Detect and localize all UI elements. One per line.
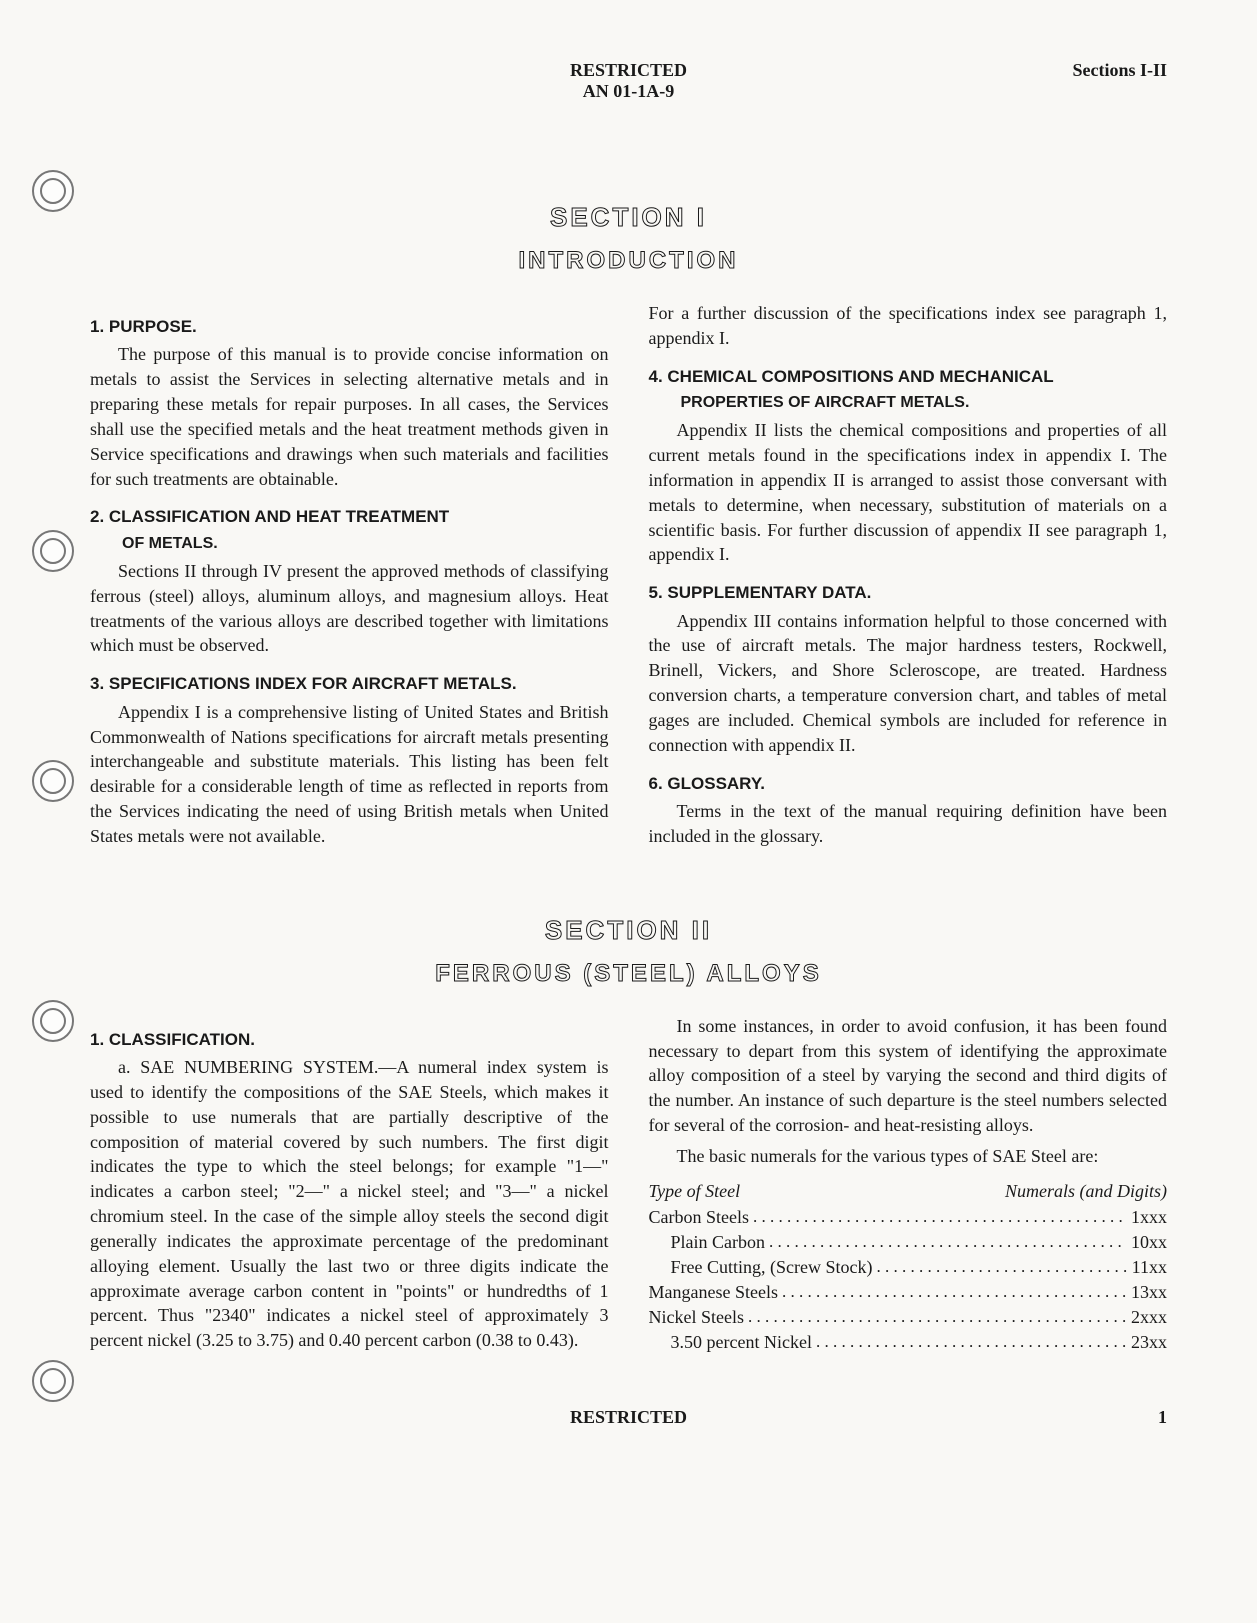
- table-label: Plain Carbon: [671, 1230, 766, 1255]
- section-1-subtitle: INTRODUCTION: [90, 247, 1167, 275]
- section-2-subtitle: FERROUS (STEEL) ALLOYS: [90, 960, 1167, 988]
- binder-hole: [32, 530, 74, 572]
- page-number: 1: [1087, 1407, 1167, 1428]
- para-purpose: The purpose of this manual is to provide…: [90, 342, 609, 491]
- heading-glossary: 6. GLOSSARY.: [649, 772, 1168, 795]
- dot-leader: [769, 1230, 1127, 1252]
- footer-classification: RESTRICTED: [170, 1407, 1087, 1428]
- table-row: Manganese Steels 13xx: [649, 1280, 1168, 1305]
- heading-chem-sub: PROPERTIES OF AIRCRAFT METALS.: [681, 392, 1168, 414]
- dot-leader: [753, 1205, 1127, 1227]
- footer: RESTRICTED 1: [90, 1407, 1167, 1428]
- section-2-title: SECTION II: [90, 915, 1167, 946]
- binder-hole: [32, 170, 74, 212]
- dot-leader: [748, 1305, 1127, 1327]
- table-row: Plain Carbon 10xx: [649, 1230, 1168, 1255]
- table-label: 3.50 percent Nickel: [671, 1330, 812, 1355]
- running-header: RESTRICTED AN 01-1A-9 Sections I-II: [90, 60, 1167, 102]
- table-value: 11xx: [1132, 1255, 1167, 1280]
- table-head-right: Numerals (and Digits): [1005, 1179, 1167, 1204]
- table-value: 10xx: [1131, 1230, 1167, 1255]
- table-value: 23xx: [1131, 1330, 1167, 1355]
- dot-leader: [782, 1280, 1127, 1302]
- section-1-body: 1. PURPOSE. The purpose of this manual i…: [90, 301, 1167, 855]
- table-row: Free Cutting, (Screw Stock) 11xx: [649, 1255, 1168, 1280]
- binder-hole: [32, 1360, 74, 1402]
- table-value: 13xx: [1131, 1280, 1167, 1305]
- binder-hole: [32, 1000, 74, 1042]
- heading-spec-index: 3. SPECIFICATIONS INDEX FOR AIRCRAFT MET…: [90, 672, 609, 695]
- table-label: Free Cutting, (Screw Stock): [671, 1255, 873, 1280]
- dot-leader: [876, 1255, 1127, 1277]
- heading-classification-2: 1. CLASSIFICATION.: [90, 1028, 609, 1051]
- heading-classification-sub: OF METALS.: [122, 533, 609, 555]
- section-2-body: 1. CLASSIFICATION. a. SAE NUMBERING SYST…: [90, 1014, 1167, 1357]
- para-spec-index-followup: For a further discussion of the specific…: [649, 301, 1168, 351]
- para-classification: Sections II through IV present the appro…: [90, 559, 609, 658]
- classification-marking: RESTRICTED: [230, 60, 1027, 81]
- section-1-title: SECTION I: [90, 202, 1167, 233]
- table-value: 2xxx: [1131, 1305, 1167, 1330]
- table-label: Carbon Steels: [649, 1205, 750, 1230]
- heading-classification: 2. CLASSIFICATION AND HEAT TREATMENT: [90, 505, 609, 528]
- doc-number: AN 01-1A-9: [230, 81, 1027, 102]
- heading-supp: 5. SUPPLEMENTARY DATA.: [649, 581, 1168, 604]
- table-label: Nickel Steels: [649, 1305, 744, 1330]
- table-row: 3.50 percent Nickel 23xx: [649, 1330, 1168, 1355]
- table-value: 1xxx: [1131, 1205, 1167, 1230]
- table-row: Nickel Steels 2xxx: [649, 1305, 1168, 1330]
- table-head-left: Type of Steel: [649, 1179, 741, 1204]
- section-label: Sections I-II: [1027, 60, 1167, 81]
- heading-chem: 4. CHEMICAL COMPOSITIONS AND MECHANICAL: [649, 365, 1168, 388]
- table-row: Carbon Steels 1xxx: [649, 1205, 1168, 1230]
- para-chem: Appendix II lists the chemical compositi…: [649, 418, 1168, 567]
- para-glossary: Terms in the text of the manual requirin…: [649, 799, 1168, 849]
- table-label: Manganese Steels: [649, 1280, 778, 1305]
- dot-leader: [816, 1330, 1127, 1352]
- para-spec-index: Appendix I is a comprehensive listing of…: [90, 700, 609, 849]
- heading-purpose: 1. PURPOSE.: [90, 315, 609, 338]
- para-supp: Appendix III contains information helpfu…: [649, 609, 1168, 758]
- binder-hole: [32, 760, 74, 802]
- para-sae-b: In some instances, in order to avoid con…: [649, 1014, 1168, 1138]
- steel-type-table: Type of Steel Numerals (and Digits) Carb…: [649, 1179, 1168, 1355]
- para-sae-c: The basic numerals for the various types…: [649, 1144, 1168, 1169]
- para-sae-a: a. SAE NUMBERING SYSTEM.—A numeral index…: [90, 1055, 609, 1353]
